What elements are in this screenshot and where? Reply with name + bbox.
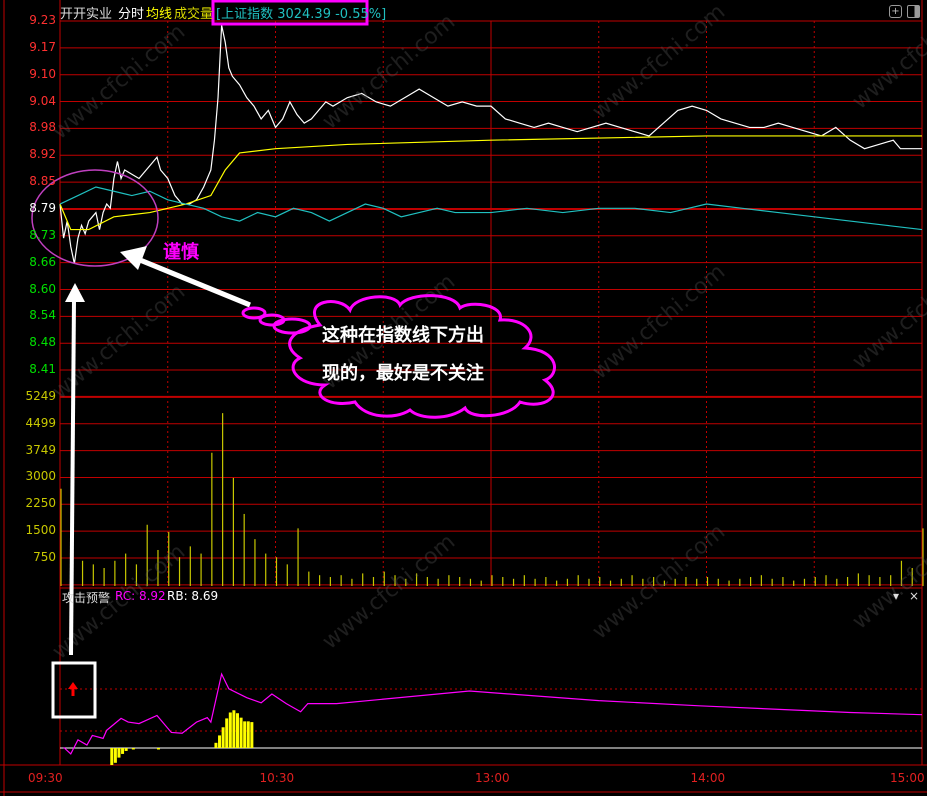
stock-name: 开开实业 [60,7,113,22]
time-tick-label: 10:30 [259,771,295,785]
indicator-rb: RB: 8.69 [167,589,219,603]
watermark-text: www.cfchi.com [48,19,190,144]
indicator-bar [124,748,128,751]
watermark-text: www.cfchi.com [588,519,730,644]
time-tick-label: 15:00 [890,771,925,785]
watermark-text: www.cfchi.com [848,249,927,374]
price-tick-label: 8.66 [29,254,56,269]
indicator-bar [243,721,247,748]
avg-line-label[interactable]: 均线 [146,7,173,22]
indicator-bar [131,748,135,750]
price-tick-label: 9.04 [29,93,56,108]
indicator-bar [228,712,232,748]
price-tick-label: 8.73 [29,227,56,242]
price-line [59,25,922,264]
indicator-rc: RC: 8.92 [115,589,166,603]
diagonal-arrow-head [120,246,147,270]
volume-tick-label: 5249 [25,388,56,403]
indicator-line [63,672,923,755]
average-line [59,135,922,231]
thought-cloud [241,294,556,419]
red-up-arrow-icon [68,682,78,696]
cloud-text-line1: 这种在指数线下方出 [322,325,484,346]
index-highlight-box [211,0,369,26]
watermarks: www.cfchi.com www.cfchi.com www.cfchi.com w… [48,0,927,665]
price-lines [59,25,923,264]
price-tick-label: 9.23 [29,13,56,27]
volume-tick-label: 1500 [25,523,56,538]
indicator-bar [221,727,225,748]
volume-label[interactable]: 成交量 [174,7,214,22]
indicator-bar [214,742,218,748]
indicator-bar [250,722,254,748]
volume-bars [60,413,924,586]
watermark-text: www.cfchi.com [318,529,460,654]
price-tick-label: 8.48 [29,335,56,350]
indicator-panel [63,672,923,766]
indicator-bar [225,718,229,748]
indicator-bar [246,721,250,748]
diagonal-arrow [139,257,251,308]
caution-label: 谨慎 [163,242,199,263]
indicator-name: 攻击预警 [62,591,111,605]
annotations [31,0,556,719]
volume-tick-label: 750 [33,550,56,564]
panel-toggle-icon[interactable] [907,5,920,18]
indicator-bar [235,713,239,748]
price-tick-label: 8.54 [29,308,56,323]
price-tick-label: 8.92 [29,147,56,162]
time-tick-label: 09:30 [28,771,63,785]
indicator-bar [232,710,236,748]
indicator-bar [110,748,114,766]
caution-circle [31,169,159,267]
mode-tab[interactable]: 分时 [118,7,145,22]
indicator-bar [113,748,117,763]
indicator-bar [239,717,243,748]
watermark-text: www.cfchi.com [588,259,730,384]
indicator-bar [156,748,160,750]
indicator-bar [218,735,222,748]
price-tick-label: 9.10 [29,66,56,81]
watermark-text: www.cfchi.com [848,509,927,634]
watermark-text: www.cfchi.com [588,0,730,125]
indicator-bar [117,748,121,758]
price-tick-label: 9.17 [29,39,56,54]
watermark-text: www.cfchi.com [318,9,460,134]
price-tick-label: 8.79 [29,200,56,215]
index-info: [上证指数 3024.39 -0.55%] [216,7,387,22]
volume-tick-label: 3749 [25,442,56,457]
price-tick-label: 8.85 [29,174,56,189]
volume-tick-label: 2250 [25,496,56,511]
price-tick-label: 8.41 [29,362,56,377]
vertical-arrow [69,299,76,656]
indicator-bar [121,748,125,754]
close-icon[interactable]: × [909,589,920,603]
vertical-arrow-head [65,283,85,302]
time-tick-label: 13:00 [475,771,510,785]
dropdown-icon[interactable]: ▾ [893,589,900,603]
volume-tick-label: 4499 [25,415,56,430]
volume-tick-label: 3000 [25,469,56,484]
cloud-text-line2: 现的，最好是不关注 [322,363,484,384]
price-tick-label: 8.60 [29,281,56,296]
price-tick-label: 8.98 [29,120,56,135]
time-tick-label: 14:00 [690,771,726,785]
signal-box [51,661,97,719]
index-line [59,186,923,231]
zoom-in-icon[interactable]: + [889,5,902,18]
